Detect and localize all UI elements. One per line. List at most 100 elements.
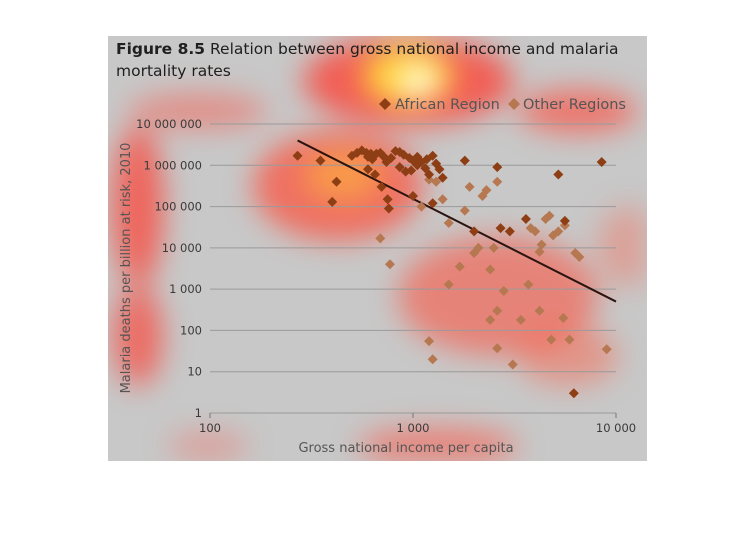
trend-line xyxy=(297,139,617,303)
data-point-african xyxy=(406,165,417,176)
data-point-other xyxy=(459,205,470,216)
data-point-other xyxy=(431,176,442,187)
data-point-african xyxy=(376,181,387,192)
data-point-other xyxy=(523,279,534,290)
data-point-african xyxy=(437,172,448,183)
data-point-other xyxy=(574,252,585,263)
x-tick-label: 100 xyxy=(199,421,221,435)
data-point-other xyxy=(553,226,564,237)
data-point-african xyxy=(427,198,438,209)
data-point-other xyxy=(534,305,545,316)
data-point-other xyxy=(492,343,503,354)
data-point-other xyxy=(473,242,484,253)
data-point-african xyxy=(331,176,342,187)
data-point-african xyxy=(356,145,367,156)
scatter-chart: 1 10 100 1 000 10 000 100 000 1 000 000 10 000 … xyxy=(119,97,636,456)
data-point-other xyxy=(546,334,557,345)
figure-panel: 1 10 100 1 000 10 000 100 000 1 000 000 10 000 … xyxy=(108,36,647,461)
data-point-other xyxy=(485,314,496,325)
y-tick-label: 1 xyxy=(195,406,202,420)
data-point-african xyxy=(559,215,570,226)
legend-marker-other xyxy=(508,98,520,110)
grid-lines xyxy=(210,123,616,414)
legend-marker-african xyxy=(379,98,391,110)
data-point-other xyxy=(534,246,545,257)
y-axis-label: Malaria deaths per billion at risk, 2010 xyxy=(119,143,134,394)
data-point-other xyxy=(488,242,499,253)
data-point-african xyxy=(383,203,394,214)
data-point-african xyxy=(459,155,470,166)
data-point-african xyxy=(412,160,423,171)
data-point-other xyxy=(485,264,496,275)
data-point-african xyxy=(469,226,480,237)
y-tick-label: 10 000 xyxy=(162,241,202,255)
data-point-african xyxy=(361,147,372,158)
data-point-african xyxy=(553,169,564,180)
x-tick-label: 1 000 xyxy=(397,421,430,435)
data-point-african xyxy=(327,196,338,207)
data-point-african xyxy=(568,388,579,399)
data-point-african xyxy=(394,146,405,157)
y-tick-label: 1 000 000 xyxy=(143,158,202,172)
attention-heatmap-overlay xyxy=(112,36,647,461)
data-point-african xyxy=(362,164,373,175)
data-point-african xyxy=(346,150,357,161)
data-point-other xyxy=(530,226,541,237)
data-point-other xyxy=(443,218,454,229)
y-tick-label: 100 xyxy=(180,323,202,337)
data-point-other xyxy=(443,279,454,290)
heatmap-blobs xyxy=(112,36,647,461)
x-axis-label: Gross national income per capita xyxy=(298,441,513,456)
data-point-other xyxy=(492,176,503,187)
data-point-african xyxy=(386,153,397,164)
data-point-other xyxy=(454,261,465,272)
y-tick-label: 100 000 xyxy=(154,200,202,214)
data-point-other xyxy=(564,334,575,345)
legend-label-other: Other Regions xyxy=(523,97,626,113)
data-point-african xyxy=(434,164,445,175)
data-point-african xyxy=(352,147,363,158)
data-point-other xyxy=(481,185,492,196)
data-point-other xyxy=(427,354,438,365)
data-point-african xyxy=(408,191,418,202)
figure-title: Figure 8.5 Relation between gross nation… xyxy=(116,38,636,82)
data-point-african xyxy=(375,147,386,158)
data-point-african xyxy=(292,150,303,161)
data-point-other xyxy=(601,344,612,355)
data-point-african xyxy=(315,155,326,166)
data-point-african xyxy=(495,223,506,234)
data-point-other xyxy=(464,181,475,192)
series-other-regions xyxy=(375,174,612,370)
legend: African Region Other Regions xyxy=(379,97,626,113)
x-axis-ticks: 100 1 000 10 000 xyxy=(199,413,636,435)
legend-label-african: African Region xyxy=(395,97,500,113)
data-point-african xyxy=(390,146,401,157)
x-tick-label: 10 000 xyxy=(596,421,636,435)
data-point-other xyxy=(540,213,551,224)
figure-label: Figure 8.5 xyxy=(116,40,206,58)
y-tick-label: 1 000 xyxy=(169,282,202,296)
y-axis-ticks: 1 10 100 1 000 10 000 100 000 1 000 000 10 000 … xyxy=(136,117,202,420)
data-point-other xyxy=(424,336,435,347)
data-point-african xyxy=(370,169,381,180)
data-point-african xyxy=(492,162,503,173)
data-point-other xyxy=(558,313,569,324)
data-point-other xyxy=(536,239,547,250)
series-african-region xyxy=(292,145,607,399)
data-point-african xyxy=(398,149,409,160)
y-tick-label: 10 000 000 xyxy=(136,117,202,131)
data-point-other xyxy=(384,259,395,270)
data-point-other xyxy=(507,359,518,370)
data-point-other xyxy=(498,286,509,297)
data-point-african xyxy=(596,157,607,168)
data-point-african xyxy=(394,162,405,173)
data-point-other xyxy=(375,233,386,244)
data-point-african xyxy=(504,226,515,237)
data-point-other xyxy=(416,201,427,212)
data-point-african xyxy=(520,213,531,224)
data-point-african xyxy=(427,150,438,161)
data-point-african xyxy=(382,194,393,205)
y-tick-label: 10 xyxy=(187,365,202,379)
data-point-other xyxy=(515,314,526,325)
data-point-african xyxy=(424,169,435,180)
